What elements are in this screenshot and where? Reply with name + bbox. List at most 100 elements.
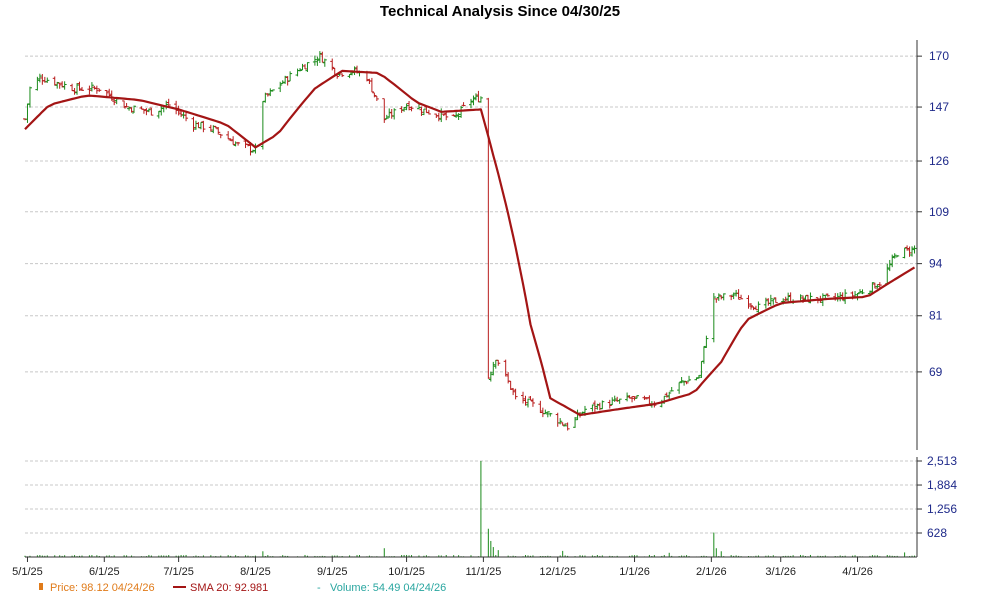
price-bar xyxy=(149,107,154,116)
legend-swatch-price xyxy=(39,583,43,590)
price-bar xyxy=(52,76,57,86)
price-bar xyxy=(545,411,550,418)
x-tick-label: 4/1/26 xyxy=(842,566,873,578)
price-bar xyxy=(617,398,622,404)
price-bar xyxy=(213,125,218,129)
price-bar xyxy=(486,97,491,379)
price-bar xyxy=(907,246,912,257)
price-bar xyxy=(885,263,890,285)
price-bar xyxy=(766,298,771,306)
legend-item-sma: SMA 20: 92.981 xyxy=(173,582,268,594)
price-bar xyxy=(711,293,716,343)
grid-layer xyxy=(25,55,917,534)
price-bar xyxy=(330,58,335,71)
price-bar xyxy=(288,71,293,82)
price-bar xyxy=(630,396,635,403)
price-bar xyxy=(687,375,692,382)
price-bar xyxy=(716,293,721,301)
price-bar xyxy=(347,73,352,79)
price-bar xyxy=(530,398,535,407)
price-bar xyxy=(910,246,915,257)
price-bar xyxy=(768,294,773,306)
price-bar xyxy=(283,75,288,84)
price-bar xyxy=(305,62,310,72)
legend-label-sma: SMA 20: 92.981 xyxy=(190,582,268,594)
x-tick-label: 1/1/26 xyxy=(619,566,650,578)
price-bar xyxy=(875,284,880,289)
price-bar xyxy=(840,292,845,301)
volume-tick-label: 1,884 xyxy=(927,478,957,492)
price-bar xyxy=(112,98,117,106)
price-bar xyxy=(642,395,647,400)
price-bar xyxy=(669,387,674,392)
price-bar xyxy=(384,114,389,120)
price-bar xyxy=(416,104,421,110)
price-bar xyxy=(315,56,320,66)
price-bar xyxy=(278,81,283,93)
chart-title: Technical Analysis Since 04/30/25 xyxy=(380,3,620,20)
price-bar xyxy=(407,100,412,111)
x-tick-label: 9/1/25 xyxy=(317,566,348,578)
price-bar xyxy=(538,400,543,414)
price-bar xyxy=(62,81,67,90)
price-bar xyxy=(399,106,404,113)
price-bar xyxy=(895,255,900,258)
price-bar xyxy=(454,111,459,118)
price-bar xyxy=(739,294,744,300)
price-bar xyxy=(55,81,60,89)
price-bar xyxy=(729,294,734,301)
price-bar xyxy=(402,106,407,112)
price-bar xyxy=(684,381,689,385)
price-bar xyxy=(25,103,30,123)
price-bar xyxy=(156,110,161,119)
price-bar xyxy=(751,306,756,311)
price-bar xyxy=(320,51,325,63)
legend-item-price: Price: 98.12 04/24/26 xyxy=(39,582,155,594)
price-bar xyxy=(721,293,726,301)
price-bar xyxy=(590,404,595,412)
price-bar xyxy=(488,371,493,382)
price-bar xyxy=(419,106,424,116)
price-bar xyxy=(298,68,303,72)
price-bar xyxy=(461,102,466,107)
price-bar xyxy=(471,95,476,106)
price-bar xyxy=(858,289,863,294)
price-tick-label: 94 xyxy=(929,257,943,271)
price-bar xyxy=(144,108,149,116)
price-bar xyxy=(612,395,617,402)
price-bar xyxy=(783,296,788,302)
price-bar xyxy=(563,423,568,427)
x-tick-label: 10/1/25 xyxy=(388,566,425,578)
price-bar xyxy=(456,113,461,120)
price-bar xyxy=(508,380,513,390)
price-bar xyxy=(57,82,62,89)
price-bar xyxy=(372,92,377,98)
price-bar xyxy=(300,63,305,71)
price-bar xyxy=(664,392,669,398)
price-bar xyxy=(597,402,602,411)
price-bar xyxy=(525,398,530,408)
price-bar xyxy=(573,417,578,428)
legend-item-volume: - Volume: 54.49 04/24/26 xyxy=(317,582,446,594)
price-bar xyxy=(392,108,397,120)
price-bar xyxy=(473,93,478,101)
price-bar xyxy=(193,120,198,130)
price-bar xyxy=(409,106,414,112)
price-bar xyxy=(317,51,322,63)
price-bar xyxy=(746,295,751,309)
legend: Price: 98.12 04/24/26 SMA 20: 92.981 - V… xyxy=(39,582,446,594)
price-bar xyxy=(543,409,548,415)
price-bar xyxy=(625,392,630,402)
x-tick-label: 6/1/25 xyxy=(89,566,120,578)
price-tick-label: 81 xyxy=(929,309,943,323)
price-bar xyxy=(756,301,761,313)
price-bar xyxy=(216,127,221,135)
price-bar xyxy=(302,64,307,70)
price-bar xyxy=(218,133,223,139)
price-bar xyxy=(27,86,32,108)
price-bar xyxy=(478,96,483,103)
price-bar xyxy=(92,85,97,90)
price-bar xyxy=(166,98,171,107)
price-bar xyxy=(736,289,741,300)
